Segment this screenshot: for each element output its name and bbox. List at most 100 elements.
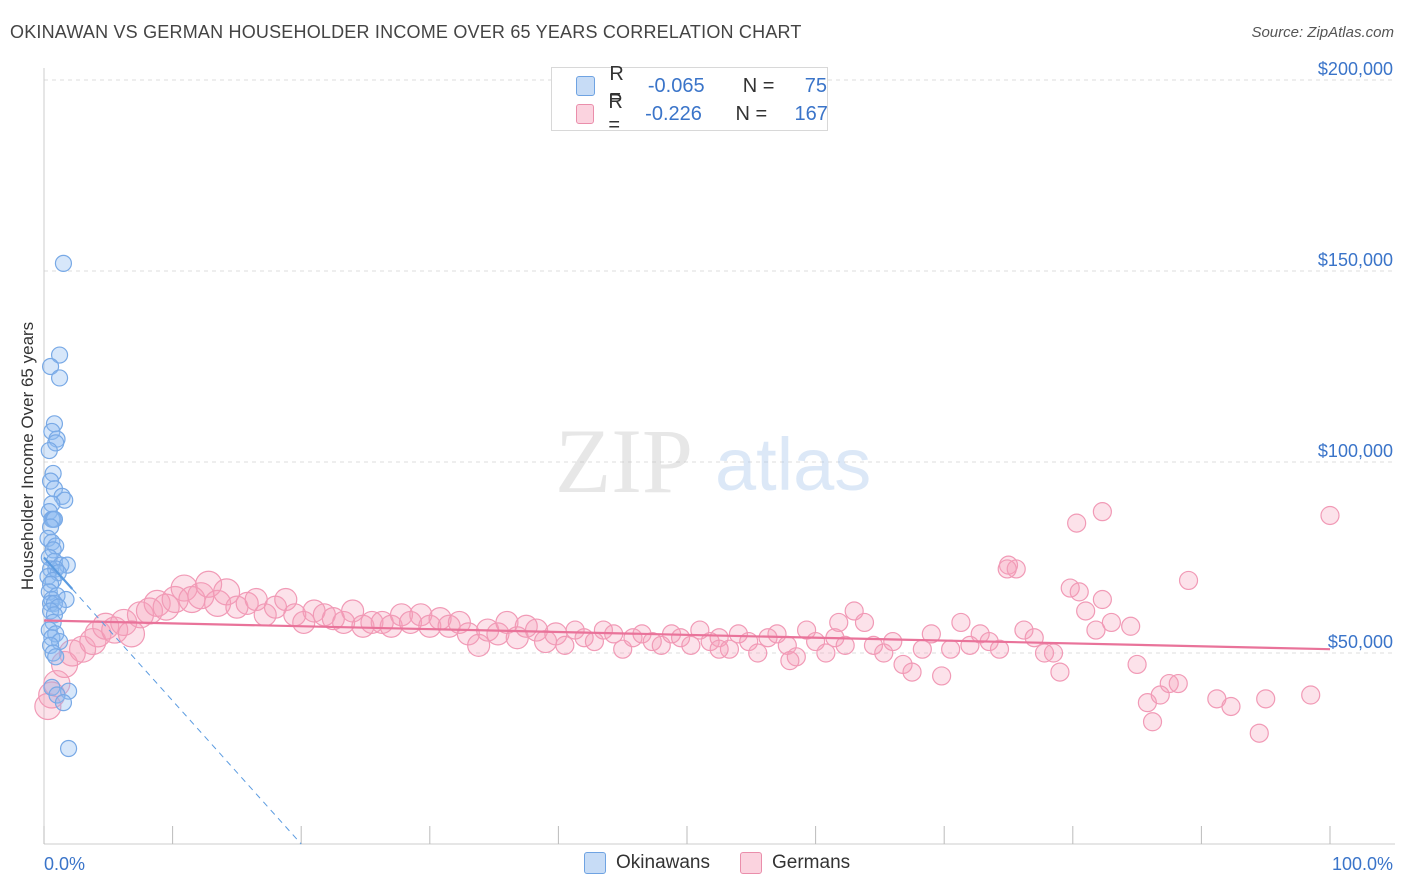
german-point bbox=[1043, 643, 1064, 663]
legend-n-label: N = bbox=[742, 74, 775, 97]
german-point bbox=[709, 639, 729, 659]
okinawan-point bbox=[54, 254, 73, 272]
okinawan-point bbox=[40, 441, 58, 460]
german-point bbox=[921, 624, 941, 644]
series-legend: Okinawans Germans bbox=[584, 852, 880, 874]
german-point bbox=[1014, 620, 1034, 640]
german-point bbox=[1142, 712, 1163, 732]
german-point bbox=[1121, 616, 1141, 636]
y-tick-label: $100,000 bbox=[1318, 441, 1393, 461]
okinawan-trend-solid bbox=[43, 556, 74, 590]
german-point bbox=[719, 639, 740, 659]
german-point bbox=[902, 662, 922, 682]
german-point bbox=[409, 603, 433, 627]
german-point bbox=[135, 597, 164, 625]
german-point bbox=[748, 643, 768, 663]
legend-swatch-blue bbox=[576, 76, 596, 96]
watermark-atlas: atlas bbox=[715, 423, 871, 506]
german-point bbox=[835, 635, 855, 655]
german-point bbox=[204, 589, 232, 617]
y-tick-label: $150,000 bbox=[1318, 250, 1393, 270]
german-point bbox=[816, 643, 836, 663]
german-point bbox=[152, 593, 180, 621]
german-point bbox=[1127, 654, 1147, 675]
stats-legend: R = -0.065 N = 75 R = -0.226 N = 167 bbox=[551, 63, 828, 136]
german-point bbox=[670, 628, 691, 648]
axes bbox=[43, 68, 1395, 845]
german-point bbox=[1320, 505, 1340, 526]
okinawan-trend-dashed bbox=[71, 588, 302, 845]
german-point bbox=[1301, 685, 1321, 705]
german-point bbox=[681, 635, 701, 655]
german-point bbox=[1178, 570, 1199, 591]
legend-r-value: -0.065 bbox=[647, 74, 705, 97]
german-point bbox=[1024, 628, 1044, 648]
german-point bbox=[467, 633, 491, 657]
okinawan-point bbox=[54, 694, 73, 712]
german-point bbox=[1221, 696, 1241, 717]
okinawan-point bbox=[50, 346, 69, 364]
okinawan-point bbox=[41, 357, 60, 376]
german-point bbox=[989, 639, 1010, 659]
german-point bbox=[447, 610, 471, 635]
german-point bbox=[1069, 582, 1089, 602]
german-points bbox=[34, 502, 1340, 743]
german-point bbox=[932, 666, 952, 686]
legend-item-okinawans[interactable]: Okinawans bbox=[584, 852, 710, 874]
german-point bbox=[1076, 601, 1096, 621]
german-point bbox=[389, 603, 414, 627]
german-point bbox=[951, 612, 971, 633]
trend-lines bbox=[43, 556, 1331, 845]
german-point bbox=[555, 635, 575, 655]
y-tick-label: $200,000 bbox=[1318, 59, 1393, 79]
legend-r-value: -0.226 bbox=[645, 102, 702, 125]
okinawan-point bbox=[50, 369, 69, 387]
german-point bbox=[1092, 502, 1112, 522]
x-tick-label: 100.0% bbox=[1332, 854, 1393, 874]
german-point bbox=[1092, 589, 1112, 610]
y-tick-label: $50,000 bbox=[1328, 632, 1393, 652]
german-point bbox=[1086, 620, 1106, 640]
german-point bbox=[101, 616, 129, 644]
german-point bbox=[863, 635, 884, 655]
german-point bbox=[941, 639, 961, 659]
german-point bbox=[883, 631, 903, 652]
legend-r-label: R = bbox=[608, 91, 623, 136]
germans-swatch bbox=[740, 852, 762, 874]
watermark: ZIP atlas bbox=[555, 410, 871, 512]
okinawan-point bbox=[56, 491, 74, 509]
chart-title: OKINAWAN VS GERMAN HOUSEHOLDER INCOME OV… bbox=[10, 22, 802, 42]
legend-swatch-pink bbox=[576, 104, 595, 124]
axis-labels: $50,000 $100,000 $150,000 $200,000 0.0% 100.0… bbox=[44, 59, 1393, 874]
german-point bbox=[1256, 689, 1276, 709]
german-point bbox=[486, 622, 510, 646]
watermark-zip: ZIP bbox=[555, 410, 693, 512]
okinawans-swatch bbox=[584, 852, 606, 874]
german-point bbox=[1101, 612, 1121, 633]
german-point bbox=[780, 651, 800, 671]
legend-row-okinawans: R = -0.065 N = 75 bbox=[576, 63, 827, 108]
german-point bbox=[1067, 513, 1087, 533]
german-point bbox=[1249, 723, 1269, 743]
german-point bbox=[829, 612, 849, 633]
german-point bbox=[524, 618, 549, 642]
legend-item-germans[interactable]: Germans bbox=[740, 852, 850, 874]
legend-n-value: 75 bbox=[804, 74, 827, 97]
german-point bbox=[997, 559, 1017, 579]
x-tick-label: 0.0% bbox=[44, 854, 85, 874]
okinawan-point bbox=[47, 648, 65, 666]
german-point bbox=[593, 620, 614, 640]
grid-lines bbox=[44, 79, 1395, 654]
german-trend-line bbox=[43, 619, 1331, 651]
legend-n-value: 167 bbox=[794, 102, 828, 125]
okinawan-points bbox=[39, 254, 78, 758]
legend-r-label: R = bbox=[609, 63, 624, 108]
y-axis-title: Householder Income Over 65 years bbox=[18, 322, 37, 590]
german-point bbox=[274, 587, 298, 612]
german-point bbox=[728, 624, 749, 644]
legend-n-label: N = bbox=[735, 102, 768, 125]
okinawan-point bbox=[59, 739, 78, 758]
german-point bbox=[854, 612, 875, 633]
germans-label: Germans bbox=[772, 852, 851, 873]
